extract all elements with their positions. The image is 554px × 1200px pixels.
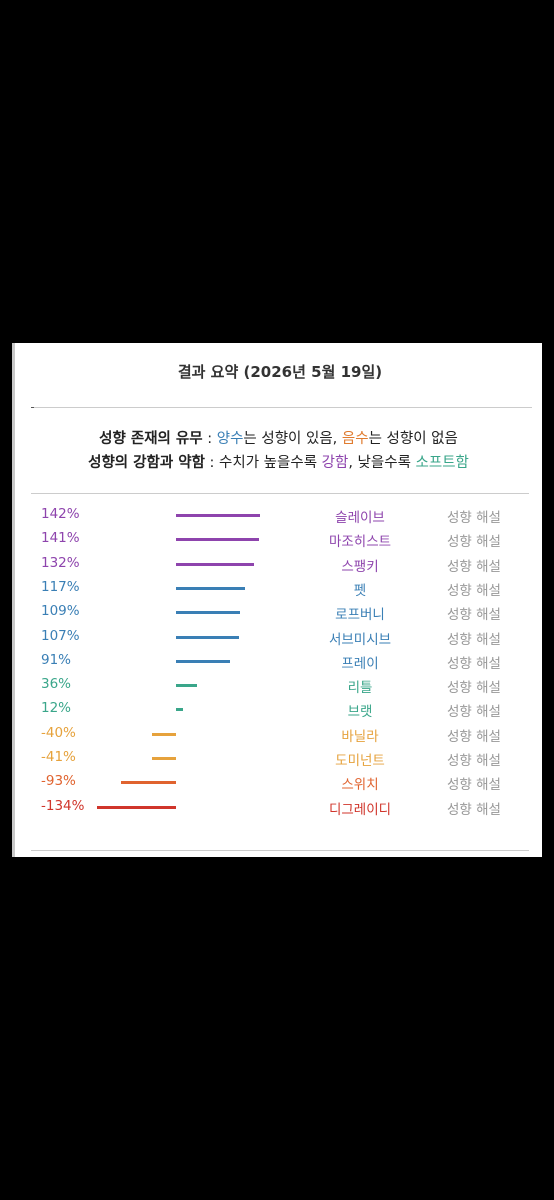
explain-link[interactable]: 성향 해설: [447, 753, 501, 769]
percent-label: 117%: [41, 578, 80, 595]
percent-label: -41%: [41, 749, 76, 765]
percent-label: 107%: [41, 627, 80, 644]
bar: [176, 708, 184, 712]
explain-link[interactable]: 성향 해설: [447, 631, 501, 648]
card-title: 결과 요약 (2026년 5월 19일): [177, 363, 383, 381]
type-name: 로프버니: [335, 607, 385, 624]
type-name: 바닐라: [341, 728, 379, 745]
legend-text: 양수: [216, 431, 244, 447]
type-name: 슬레이브: [335, 510, 385, 526]
explain-link[interactable]: 성향 해설: [447, 607, 501, 624]
bar: [176, 514, 260, 517]
percent-label: -40%: [41, 724, 76, 741]
type-name: 프레이: [341, 655, 379, 672]
bar: [152, 732, 176, 736]
type-name: 디그레이디: [328, 801, 392, 818]
bar: [176, 611, 241, 615]
legend-text: 강함: [321, 455, 349, 471]
percent-label: 36%: [41, 676, 72, 693]
explain-link[interactable]: 성향 해설: [447, 582, 501, 599]
bar: [96, 805, 176, 809]
explain-link[interactable]: 성향 해설: [447, 534, 501, 551]
percent-label: 91%: [41, 651, 72, 668]
type-name: 브랫: [347, 704, 373, 721]
explain-link[interactable]: 성향 해설: [447, 655, 501, 672]
percent-label: 12%: [41, 700, 72, 717]
bar: [176, 659, 230, 663]
legend-text: :: [202, 431, 217, 447]
legend-text: 성향 존재의 유무: [99, 431, 203, 447]
type-name: 도미넌트: [335, 753, 385, 769]
legend-text: 성향의 강함과 약함: [88, 455, 205, 471]
percent-label: 142%: [41, 506, 80, 522]
explain-link[interactable]: 성향 해설: [447, 777, 501, 794]
percent-label: -134%: [41, 797, 85, 814]
legend-text: , 낮을수록: [348, 455, 416, 471]
result-card: 결과 요약 (2026년 5월 19일) 성향 존재의 유무 : 양수는 성향이…: [12, 343, 542, 857]
bar: [176, 538, 260, 542]
type-name: 스팽키: [341, 558, 379, 575]
type-name: 스위치: [341, 777, 379, 794]
divider: [31, 493, 529, 494]
explain-link[interactable]: 성향 해설: [447, 558, 501, 575]
percent-label: 141%: [41, 530, 80, 547]
divider: [31, 407, 532, 408]
bar: [176, 586, 246, 590]
bar: [176, 562, 254, 566]
explain-link[interactable]: 성향 해설: [447, 704, 501, 721]
legend-text: : 수치가 높을수록: [204, 455, 322, 471]
legend-text: 는 성향이 있음,: [243, 431, 342, 447]
legend-line: 성향의 강함과 약함 : 수치가 높을수록 강함, 낮을수록 소프트함: [15, 451, 542, 472]
legend-text: 소프트함: [415, 455, 469, 471]
bar: [151, 757, 176, 760]
percent-label: 109%: [41, 603, 80, 620]
divider: [31, 850, 529, 851]
bar: [176, 684, 198, 688]
bar: [176, 635, 240, 639]
percent-label: -93%: [41, 773, 76, 790]
bar: [121, 781, 176, 785]
legend-text: 음수: [341, 431, 369, 447]
percent-label: 132%: [41, 554, 80, 571]
explain-link[interactable]: 성향 해설: [447, 680, 501, 697]
explain-link[interactable]: 성향 해설: [447, 728, 501, 745]
legend-line: 성향 존재의 유무 : 양수는 성향이 있음, 음수는 성향이 없음: [15, 427, 542, 448]
type-name: 펫: [353, 582, 367, 599]
legend-text: 는 성향이 없음: [368, 431, 458, 447]
explain-link[interactable]: 성향 해설: [447, 510, 501, 526]
type-name: 서브미시브: [328, 631, 392, 648]
type-name: 마조히스트: [328, 534, 392, 551]
type-name: 리틀: [347, 680, 373, 697]
explain-link[interactable]: 성향 해설: [447, 801, 501, 818]
